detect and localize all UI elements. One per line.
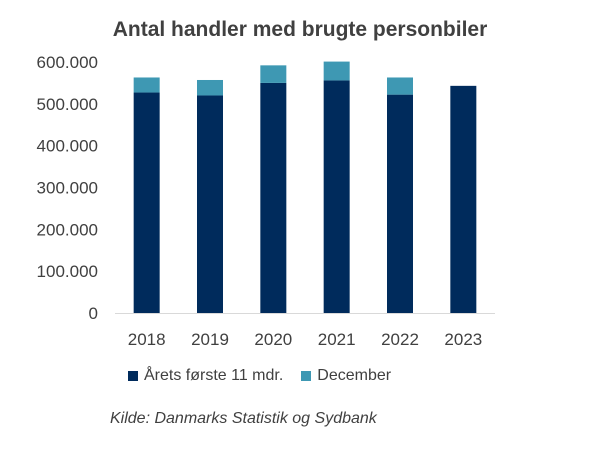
y-tick-label: 500.000 <box>37 95 98 114</box>
legend-swatch-first-11-months <box>128 371 138 381</box>
legend-item-december: December <box>301 367 391 385</box>
y-tick-label: 600.000 <box>37 53 98 72</box>
legend-label-first-11-months: Årets første 11 mdr. <box>144 367 284 384</box>
bar-december <box>260 65 287 83</box>
bar-first-11-months <box>197 95 223 313</box>
x-tick-label: 2021 <box>318 330 356 349</box>
y-tick-label: 100.000 <box>37 262 98 281</box>
y-tick-label: 400.000 <box>37 137 98 156</box>
bar-december <box>197 79 223 96</box>
x-tick-label: 2023 <box>444 330 482 349</box>
legend-label-december: December <box>317 367 392 384</box>
y-tick-label: 300.000 <box>37 179 98 198</box>
legend-swatch-december <box>301 371 312 381</box>
bar-december <box>133 77 160 93</box>
chart-title: Antal handler med brugte personbiler <box>112 18 488 41</box>
source-note: Kilde: Danmarks Statistik og Sydbank <box>110 410 377 427</box>
x-tick-label: 2019 <box>191 330 229 349</box>
bar-first-11-months <box>133 92 160 313</box>
y-tick-label: 0 <box>89 304 98 323</box>
bar-december <box>323 61 350 81</box>
x-tick-label: 2018 <box>128 330 166 349</box>
bar-first-11-months <box>260 82 287 314</box>
chart-legend: Årets første 11 mdr. December <box>128 367 409 385</box>
bar-first-11-months <box>387 94 413 313</box>
x-tick-label: 2020 <box>254 330 292 349</box>
bar-first-11-months <box>323 80 350 313</box>
x-tick-label: 2022 <box>381 330 419 349</box>
y-tick-label: 200.000 <box>37 220 98 239</box>
bar-december <box>387 77 413 95</box>
bar-first-11-months <box>450 85 477 313</box>
legend-item-first-11-months: Årets første 11 mdr. <box>128 367 283 385</box>
